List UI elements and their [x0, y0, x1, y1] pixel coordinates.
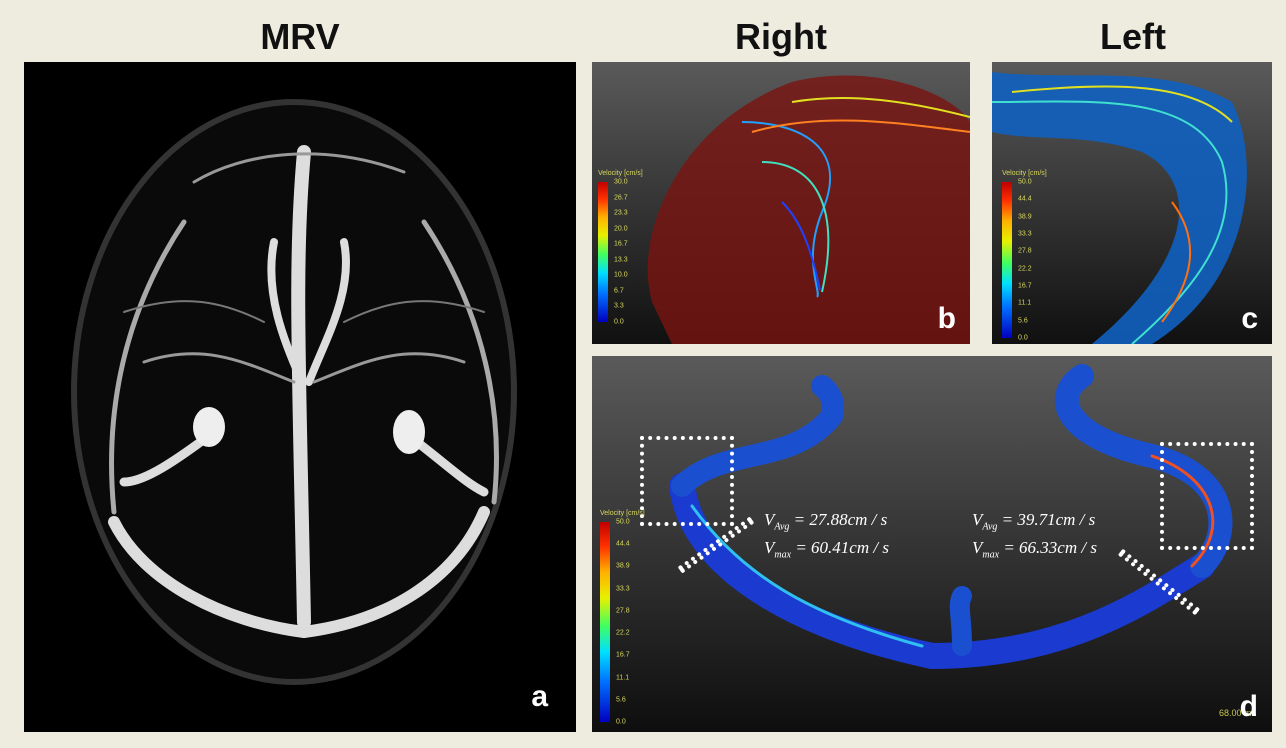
flow-image — [669, 364, 1233, 670]
mrv-panel: a — [24, 62, 576, 732]
symbol: V — [972, 510, 983, 529]
colorbar-title: Velocity [cm/s] — [598, 170, 643, 177]
colorbar: Velocity [cm/s] 30.0 26.7 23.3 20.0 16.7 13.3 1… — [598, 170, 643, 326]
colorbar-tick-label: 0.0 — [1018, 334, 1028, 342]
annotation-text: = 27.88cm / s — [793, 510, 888, 529]
flow-image — [647, 75, 970, 344]
symbol: V — [764, 538, 775, 557]
colorbar-tick-label: 38.9 — [1018, 213, 1032, 221]
colorbar: Velocity [cm/s] 50.0 44.4 38.9 33.3 27.8 22.2 1… — [1002, 170, 1047, 342]
annotation-text: = 39.71cm / s — [1001, 510, 1096, 529]
colorbar-tick-label: 13.3 — [614, 256, 628, 264]
colorbar-tick-label: 16.7 — [614, 240, 628, 248]
colorbar-tick-label: 50.0 — [616, 518, 630, 526]
colorbar-tick-label: 27.8 — [616, 607, 630, 615]
colorbar-tick-label: 30.0 — [614, 178, 628, 186]
colorbar-tick-label: 22.2 — [1018, 265, 1032, 273]
right-flow-panel: b Velocity [cm/s] 30.0 26.7 23.3 20.0 16.7 13.… — [592, 62, 970, 344]
colorbar-tick-label: 27.8 — [1018, 247, 1032, 255]
colorbar-tick-label: 44.4 — [1018, 195, 1032, 203]
colorbar-tick-label: 44.4 — [616, 540, 630, 548]
colorbar-title: Velocity [cm/s] — [1002, 170, 1047, 177]
colorbar-tick-label: 10.0 — [614, 271, 628, 279]
colorbar-tick-label: 20.0 — [614, 225, 628, 233]
roi-box — [640, 436, 734, 526]
colorbar-tick-label: 11.1 — [1018, 299, 1032, 307]
colorbar-gradient — [1002, 182, 1012, 338]
left-flow-panel: c Velocity [cm/s] 50.0 44.4 38.9 33.3 27.8 22.… — [992, 62, 1272, 344]
colorbar-tick-label: 50.0 — [1018, 178, 1032, 186]
colorbar: Velocity [cm/s] 50.0 44.4 38.9 33.3 27.8 22.2 1… — [600, 510, 645, 726]
colorbar-gradient — [600, 522, 610, 722]
colorbar-tick-label: 33.3 — [616, 585, 630, 593]
annotation: Vmax = 66.33cm / s — [972, 538, 1097, 560]
panel-label: c — [1241, 302, 1258, 335]
colorbar-gradient — [598, 182, 608, 322]
colorbar-tick-label: 5.6 — [616, 696, 626, 704]
colorbar-tick-label: 3.3 — [614, 302, 624, 310]
colorbar-tick-label: 38.9 — [616, 562, 630, 570]
colorbar-tick-label: 26.7 — [614, 194, 628, 202]
header: Left — [1100, 16, 1166, 57]
colorbar-tick-label: 6.7 — [614, 287, 624, 295]
annotation: VAvg = 27.88cm / s — [764, 510, 887, 532]
colorbar-tick-label: 0.0 — [616, 718, 626, 726]
subscript: max — [774, 549, 792, 561]
header: MRV — [260, 16, 340, 57]
bilateral-flow-panel: VAvg = 27.88cm / s Vmax = 60.41cm / s VA… — [592, 356, 1272, 732]
symbol: V — [764, 510, 775, 529]
colorbar-tick-label: 33.3 — [1018, 230, 1032, 238]
annotation-text: = 66.33cm / s — [1003, 538, 1097, 557]
annotation: Vmax = 60.41cm / s — [764, 538, 889, 560]
roi-box — [1160, 442, 1254, 550]
symbol: V — [972, 538, 983, 557]
panel-label: a — [531, 680, 548, 713]
header: Right — [735, 16, 827, 57]
colorbar-tick-label: 16.7 — [1018, 282, 1032, 290]
mrv-image — [71, 99, 517, 685]
subscript: Avg — [774, 521, 790, 533]
annotation-text: = 60.41cm / s — [795, 538, 889, 557]
colorbar-tick-label: 11.1 — [616, 674, 630, 682]
colorbar-tick-label: 5.6 — [1018, 317, 1028, 325]
timestamp: 68.00 ms — [1218, 708, 1256, 718]
colorbar-tick-label: 0.0 — [614, 318, 624, 326]
subscript: max — [982, 549, 1000, 561]
panel-label: d — [1239, 690, 1258, 723]
flow-image — [992, 72, 1247, 344]
colorbar-tick-label: 23.3 — [614, 209, 628, 217]
colorbar-tick-label: 22.2 — [616, 629, 630, 637]
annotation: VAvg = 39.71cm / s — [972, 510, 1095, 532]
subscript: Avg — [982, 521, 998, 533]
panel-label: b — [937, 302, 956, 335]
colorbar-tick-label: 16.7 — [616, 651, 630, 659]
colorbar-title: Velocity [cm/s] — [600, 510, 645, 517]
